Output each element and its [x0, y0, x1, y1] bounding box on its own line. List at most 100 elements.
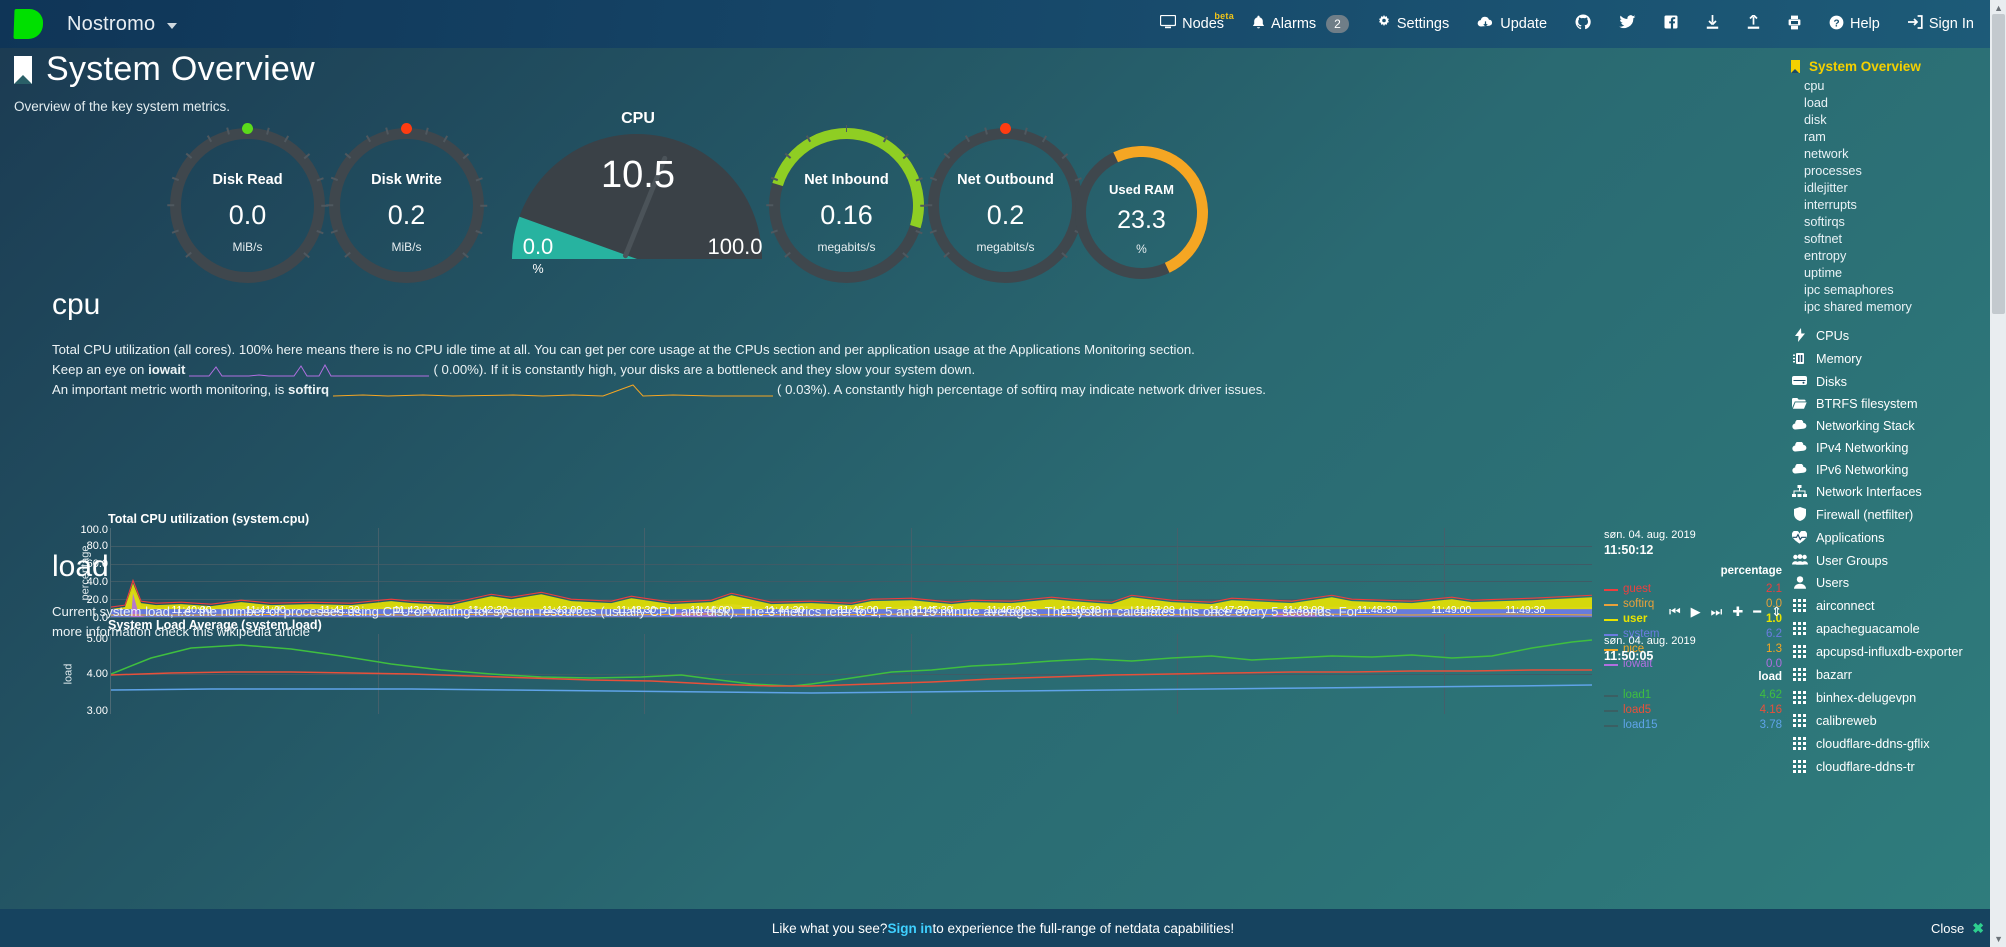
scrollbar-thumb[interactable] — [1992, 14, 2005, 314]
sidebar-item-memory[interactable]: Memory — [1770, 348, 1990, 371]
nav-twitter[interactable] — [1605, 9, 1650, 39]
gauge-net-inbound[interactable]: Net Inbound 0.16 megabits/s — [741, 100, 952, 311]
nav-settings[interactable]: Settings — [1363, 9, 1463, 39]
cpu-chart-plot[interactable] — [110, 528, 1592, 618]
resize-icon[interactable]: ⇕ — [1771, 604, 1782, 619]
legend-row[interactable]: load5 4.16 — [1604, 703, 1782, 718]
legend-row[interactable]: guest 2.1 — [1604, 582, 1782, 597]
sidebar-item-disks[interactable]: Disks — [1770, 371, 1990, 393]
sidebar-item-cpu[interactable]: cpu — [1804, 78, 1825, 93]
sidebar-item-processes[interactable]: processes — [1804, 163, 1862, 178]
gauge-disk-read[interactable]: Disk Read 0.0 MiB/s — [167, 122, 328, 283]
sidebar-item-bazarr[interactable]: bazarr — [1770, 664, 1990, 687]
legend-value: 4.16 — [1759, 704, 1782, 716]
nav-export[interactable] — [1733, 9, 1774, 40]
sidebar-item-disk[interactable]: disk — [1804, 112, 1827, 127]
gauge-net-outbound[interactable]: Net Outbound 0.2 megabits/s — [925, 122, 1086, 283]
sidebar-item-applications[interactable]: Applications — [1770, 527, 1990, 550]
legend-name: system — [1623, 628, 1660, 640]
xtick: 11:46:00 — [986, 604, 1027, 616]
sidebar-item-networking-stack[interactable]: Networking Stack — [1770, 415, 1990, 437]
nav-help[interactable]: ? Help — [1815, 9, 1894, 40]
right-sidebar[interactable]: System Overview cpu load disk ram networ… — [1770, 48, 1990, 947]
gauge-disk-write[interactable]: Disk Write 0.2 MiB/s — [326, 122, 487, 283]
banner-close-button[interactable]: Close ✖ — [1931, 920, 1984, 937]
nav-signin[interactable]: Sign In — [1894, 9, 1988, 39]
close-icon[interactable]: ✖ — [1972, 919, 1984, 936]
zoom-out-icon[interactable]: ━ — [1753, 604, 1762, 619]
sidebar-item-network-interfaces[interactable]: Network Interfaces — [1770, 481, 1990, 503]
sidebar-item-softirqs[interactable]: softirqs — [1804, 214, 1845, 229]
chevron-down-icon[interactable] — [167, 23, 178, 29]
load-chart-plot[interactable] — [110, 634, 1592, 714]
sidebar-item-user-groups[interactable]: User Groups — [1770, 550, 1990, 572]
forward-icon[interactable]: ⏭ — [1710, 604, 1723, 619]
nav-import[interactable] — [1692, 9, 1733, 40]
sidebar-item-load[interactable]: load — [1804, 95, 1828, 110]
sidebar-item-binhex-delugevpn[interactable]: binhex-delugevpn — [1770, 687, 1990, 710]
sidebar-item-calibreweb[interactable]: calibreweb — [1770, 710, 1990, 733]
nav-nodes[interactable]: Nodes beta — [1146, 9, 1238, 39]
ytick: 100.0 — [80, 524, 108, 536]
scroll-up-arrow[interactable]: ▲ — [1994, 3, 2003, 13]
legend-row[interactable]: softirq 0.0 — [1604, 597, 1782, 612]
top-navbar: Nostromo Nodes beta Alarms 2 Settings — [0, 0, 2006, 48]
sidebar-item-entropy[interactable]: entropy — [1804, 248, 1847, 263]
sidebar-item-ipc-semaphores[interactable]: ipc semaphores — [1804, 282, 1894, 297]
legend-row[interactable]: nice 1.3 — [1604, 642, 1782, 657]
gauge-used-ram[interactable]: Used RAM 23.3 % — [1056, 127, 1227, 298]
sidebar-item-cloudflare-ddns-tr[interactable]: cloudflare-ddns-tr — [1770, 756, 1990, 779]
banner-signin-link[interactable]: Sign in — [887, 920, 933, 936]
brand[interactable]: Nostromo — [0, 9, 178, 39]
sidebar-item-idlejitter[interactable]: idlejitter — [1804, 180, 1848, 195]
sidebar-label: bazarr — [1816, 668, 1852, 682]
legend-row[interactable]: iowait 0.0 — [1604, 657, 1782, 672]
legend-row[interactable]: load15 3.78 — [1604, 718, 1782, 733]
xtick: 11:44:00 — [690, 604, 731, 616]
browser-scrollbar[interactable]: ▲ ▼ — [1990, 0, 2006, 947]
legend-units: percentage — [1720, 565, 1782, 577]
sidebar-item-users[interactable]: Users — [1770, 572, 1990, 595]
sidebar-item-airconnect[interactable]: airconnect — [1770, 595, 1990, 618]
sidebar-item-ipv4-networking[interactable]: IPv4 Networking — [1770, 437, 1990, 459]
sidebar-item-ipv6-networking[interactable]: IPv6 Networking — [1770, 459, 1990, 481]
sidebar-item-cloudflare-ddns-gflix[interactable]: cloudflare-ddns-gflix — [1770, 733, 1990, 756]
sidebar-item-cpus[interactable]: CPUs — [1770, 324, 1990, 348]
sidebar-item-ipc-shared-memory[interactable]: ipc shared memory — [1804, 299, 1912, 314]
xtick: 11:42:00 — [393, 604, 434, 616]
sidebar-item-system-overview[interactable]: System Overview — [1770, 56, 1990, 77]
legend-row[interactable]: load1 4.62 — [1604, 688, 1782, 703]
sidebar-item-btrfs-filesystem[interactable]: BTRFS filesystem — [1770, 393, 1990, 415]
cpu-chart-legend: søn. 04. aug. 2019 11:50:12 percentage g… — [1604, 528, 1782, 672]
xtick: 11:41:00 — [245, 604, 286, 616]
hdd-icon — [1792, 375, 1807, 389]
scroll-down-arrow[interactable]: ▼ — [1994, 934, 2003, 944]
sidebar-item-network[interactable]: network — [1804, 146, 1849, 161]
legend-value: 1.3 — [1766, 643, 1782, 655]
sidebar-item-apacheguacamole[interactable]: apacheguacamole — [1770, 618, 1990, 641]
legend-row[interactable]: system 6.2 — [1604, 627, 1782, 642]
sidebar-item-firewall[interactable]: Firewall (netfilter) — [1770, 503, 1990, 527]
gauge-cpu[interactable]: CPU 10.5 0.0 % 100.0 — [498, 110, 778, 287]
cpu-chart[interactable]: Total CPU utilization (system.cpu) perce… — [52, 512, 1782, 670]
sidebar-item-ram[interactable]: ram — [1804, 129, 1826, 144]
nav-facebook[interactable] — [1650, 9, 1692, 39]
sidebar-item-uptime[interactable]: uptime — [1804, 265, 1843, 280]
legend-swatch — [1604, 663, 1618, 666]
cpu-chart-controls[interactable]: ⏮ ▶ ⏭ ✚ ━ ⇕ — [1669, 604, 1782, 620]
load-chart[interactable]: System Load Average (system.load) load 3… — [52, 618, 1782, 731]
zoom-in-icon[interactable]: ✚ — [1732, 604, 1744, 619]
rewind-icon[interactable]: ⏮ — [1668, 604, 1681, 619]
nav-print[interactable] — [1774, 9, 1815, 40]
cpu-desc-2a: Keep an eye on — [52, 362, 149, 377]
nav-update[interactable]: Update — [1463, 10, 1561, 39]
nav-alarms[interactable]: Alarms 2 — [1238, 9, 1363, 40]
legend-row[interactable]: user 1.0 — [1604, 612, 1782, 627]
sidebar-item-apcupsd-influxdb-exporter[interactable]: apcupsd-influxdb-exporter — [1770, 641, 1990, 664]
sidebar-item-softnet[interactable]: softnet — [1804, 231, 1843, 246]
bookmark-icon — [14, 55, 32, 84]
nav-github[interactable] — [1561, 8, 1605, 40]
play-icon[interactable]: ▶ — [1690, 604, 1701, 619]
sidebar-item-interrupts[interactable]: interrupts — [1804, 197, 1857, 212]
xtick: 11:47:30 — [1208, 604, 1249, 616]
